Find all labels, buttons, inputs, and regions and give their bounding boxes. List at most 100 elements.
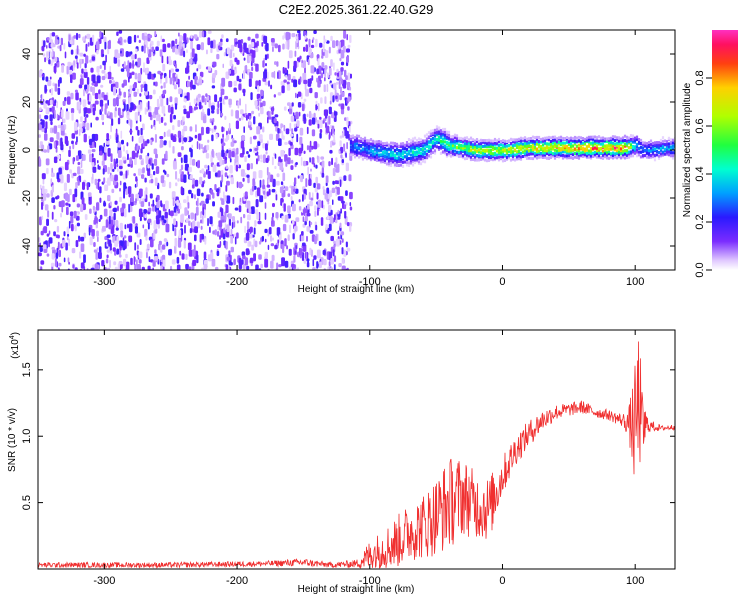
- heatmap-cell: [403, 143, 407, 147]
- heatmap-cell: [180, 186, 183, 195]
- heatmap-cell: [102, 168, 105, 175]
- heatmap-cell: [200, 143, 203, 149]
- heatmap-cell: [605, 144, 609, 148]
- heatmap-cell: [411, 146, 415, 149]
- heatmap-cell: [329, 216, 334, 224]
- heatmap-cell: [185, 67, 189, 74]
- heatmap-cell: [79, 52, 84, 57]
- heatmap-cell: [349, 202, 352, 207]
- heatmap-cell: [641, 149, 645, 153]
- heatmap-cell: [499, 147, 503, 150]
- heatmap-cell: [282, 244, 285, 254]
- heatmap-cell: [475, 138, 479, 141]
- heatmap-cell: [330, 59, 333, 68]
- heatmap-cell: [245, 203, 248, 208]
- heatmap-cell: [591, 135, 595, 139]
- heatmap-cell: [260, 89, 264, 97]
- heatmap-cell: [365, 154, 369, 158]
- heatmap-cell: [138, 251, 143, 259]
- heatmap-cell: [314, 235, 317, 245]
- heatmap-cell: [308, 192, 311, 200]
- heatmap-cell: [615, 149, 619, 153]
- heatmap-cell: [473, 155, 477, 159]
- heatmap-cell: [298, 152, 302, 157]
- heatmap-cell: [113, 261, 117, 266]
- heatmap-cell: [66, 91, 70, 96]
- heatmap-cell: [579, 140, 583, 144]
- heatmap-cell: [125, 65, 129, 72]
- heatmap-cell: [217, 211, 222, 218]
- heatmap-cell: [535, 140, 539, 143]
- heatmap-cell: [673, 151, 675, 154]
- heatmap-cell: [166, 97, 169, 106]
- heatmap-cell: [477, 144, 481, 148]
- heatmap-cell: [169, 69, 171, 79]
- heatmap-cell: [119, 268, 122, 270]
- heatmap-cell: [515, 144, 519, 148]
- heatmap-cell: [260, 107, 264, 115]
- heatmap-cell: [240, 140, 245, 149]
- heatmap-cell: [369, 142, 373, 146]
- heatmap-cell: [234, 69, 238, 74]
- heatmap-cell: [54, 219, 58, 223]
- heatmap-cell: [71, 223, 74, 232]
- heatmap-cell: [617, 141, 621, 145]
- heatmap-cell: [152, 89, 156, 95]
- heatmap-cell: [533, 136, 537, 140]
- heatmap-cell: [38, 237, 41, 243]
- heatmap-cell: [86, 122, 90, 131]
- heatmap-cell: [281, 215, 284, 220]
- heatmap-cell: [125, 188, 128, 195]
- heatmap-cell: [593, 139, 597, 143]
- heatmap-cell: [391, 160, 395, 164]
- heatmap-cell: [659, 146, 663, 150]
- y-tick-label: 1.5: [21, 362, 33, 377]
- heatmap-cell: [86, 33, 91, 40]
- heatmap-cell: [231, 216, 235, 223]
- heatmap-cell: [262, 154, 266, 164]
- heatmap-cell: [487, 156, 491, 159]
- heatmap-cell: [76, 222, 80, 227]
- heatmap-cell: [117, 40, 121, 44]
- heatmap-cell: [321, 172, 325, 178]
- heatmap-cell: [346, 116, 349, 126]
- heatmap-cell: [177, 120, 181, 127]
- heatmap-cell: [207, 66, 212, 72]
- heatmap-cell: [421, 139, 425, 143]
- heatmap-cell: [246, 265, 250, 270]
- heatmap-cell: [551, 138, 555, 142]
- heatmap-cell: [565, 149, 569, 153]
- heatmap-cell: [419, 142, 423, 146]
- heatmap-cell: [197, 160, 200, 169]
- heatmap-cell: [433, 131, 437, 134]
- heatmap-cell: [549, 147, 553, 151]
- heatmap-cell: [465, 148, 469, 152]
- heatmap-cell: [359, 144, 363, 147]
- heatmap-cell: [445, 140, 449, 144]
- heatmap-cell: [663, 143, 667, 147]
- heatmap-cell: [399, 149, 403, 153]
- heatmap-cell: [529, 156, 533, 160]
- heatmap-cell: [391, 157, 395, 161]
- heatmap-cell: [76, 62, 79, 69]
- heatmap-cell: [56, 225, 60, 233]
- heatmap-cell: [207, 37, 211, 46]
- heatmap-cell: [310, 65, 315, 74]
- heatmap-cell: [154, 249, 157, 254]
- heatmap-cell: [573, 147, 577, 151]
- heatmap-cell: [511, 157, 515, 161]
- heatmap-cell: [316, 249, 321, 259]
- heatmap-cell: [285, 74, 288, 78]
- heatmap-cell: [457, 154, 461, 158]
- heatmap-cell: [387, 159, 391, 163]
- heatmap-cell: [121, 203, 126, 209]
- heatmap-cell: [663, 147, 667, 151]
- heatmap-cell: [207, 30, 212, 34]
- heatmap-cell: [284, 67, 287, 74]
- heatmap-cell: [312, 37, 315, 41]
- heatmap-cell: [549, 136, 553, 140]
- heatmap-cell: [82, 99, 87, 107]
- heatmap-cell: [447, 136, 451, 140]
- heatmap-cell: [116, 248, 120, 255]
- heatmap-cell: [249, 71, 253, 79]
